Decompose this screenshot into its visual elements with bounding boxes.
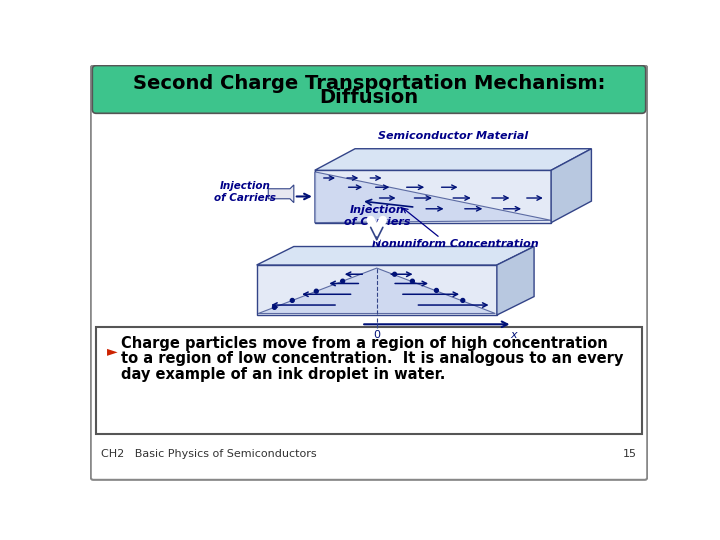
Text: CH2   Basic Physics of Semiconductors: CH2 Basic Physics of Semiconductors bbox=[101, 449, 317, 458]
Text: Injection
of Carriers: Injection of Carriers bbox=[214, 181, 276, 202]
Text: Charge particles move from a region of high concentration: Charge particles move from a region of h… bbox=[121, 336, 608, 351]
Polygon shape bbox=[258, 268, 495, 314]
Polygon shape bbox=[315, 170, 551, 222]
FancyBboxPatch shape bbox=[96, 327, 642, 434]
Polygon shape bbox=[315, 172, 551, 222]
Text: Second Charge Transportation Mechanism:: Second Charge Transportation Mechanism: bbox=[132, 74, 606, 93]
Text: Nonuniform Concentration: Nonuniform Concentration bbox=[372, 239, 539, 249]
Text: Injection
of Carriers: Injection of Carriers bbox=[343, 205, 410, 226]
Circle shape bbox=[272, 306, 276, 309]
Polygon shape bbox=[551, 148, 591, 222]
Polygon shape bbox=[269, 185, 294, 202]
Polygon shape bbox=[256, 265, 497, 315]
Text: 15: 15 bbox=[623, 449, 637, 458]
Text: x: x bbox=[510, 330, 517, 340]
Polygon shape bbox=[256, 247, 534, 265]
Circle shape bbox=[392, 272, 397, 276]
Text: Diffusion: Diffusion bbox=[320, 89, 418, 107]
Circle shape bbox=[434, 288, 438, 292]
Text: 0: 0 bbox=[373, 330, 380, 340]
Text: ►: ► bbox=[107, 344, 117, 358]
Text: day example of an ink droplet in water.: day example of an ink droplet in water. bbox=[121, 367, 446, 382]
Text: Semiconductor Material: Semiconductor Material bbox=[377, 131, 528, 141]
Circle shape bbox=[461, 299, 464, 302]
Polygon shape bbox=[315, 148, 591, 170]
Polygon shape bbox=[497, 247, 534, 315]
FancyBboxPatch shape bbox=[92, 65, 646, 113]
Circle shape bbox=[315, 289, 318, 293]
Circle shape bbox=[410, 279, 414, 283]
Circle shape bbox=[290, 299, 294, 302]
FancyBboxPatch shape bbox=[91, 65, 647, 480]
Circle shape bbox=[341, 279, 345, 283]
Text: to a region of low concentration.  It is analogous to an every: to a region of low concentration. It is … bbox=[121, 352, 624, 367]
